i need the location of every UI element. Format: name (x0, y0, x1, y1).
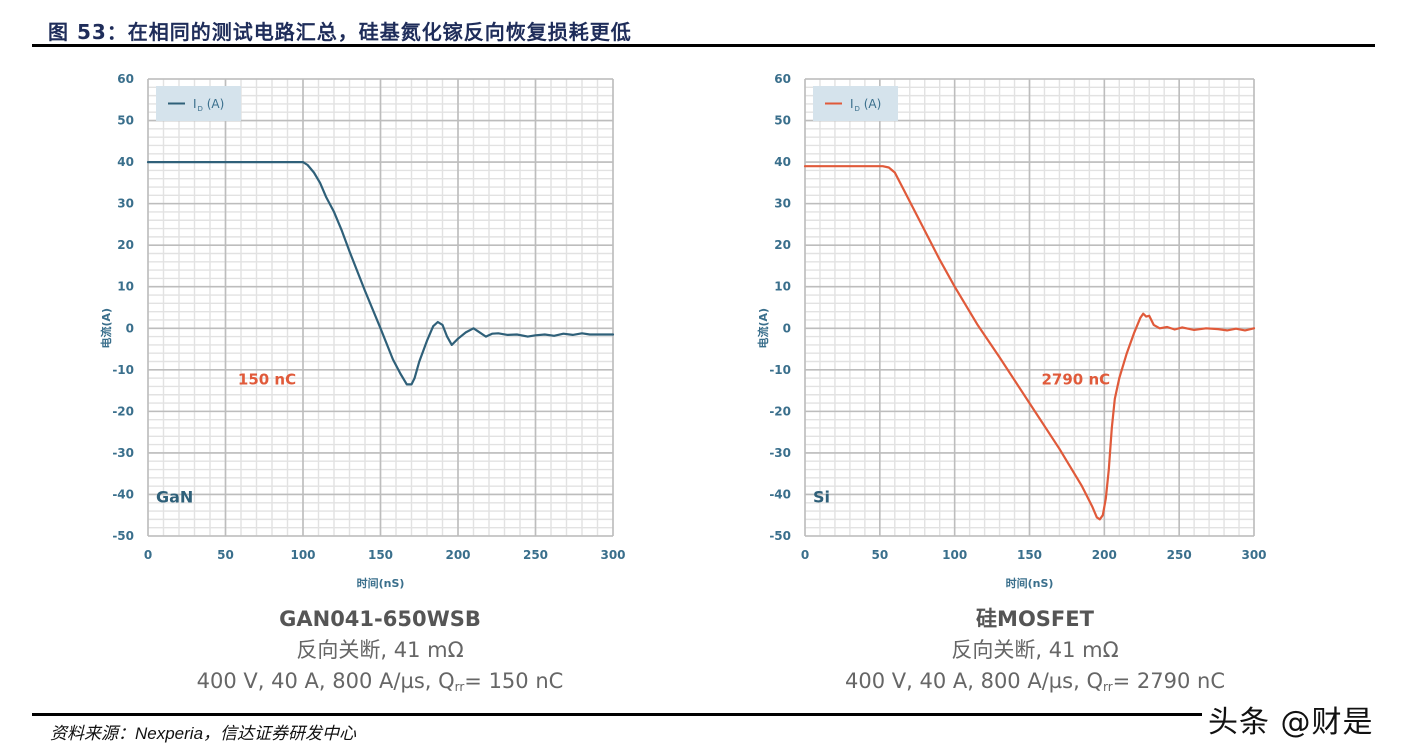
device-label: GaN (156, 487, 193, 506)
y-tick-label: 20 (117, 238, 134, 252)
x-tick-label: 200 (445, 548, 470, 562)
y-tick-label: 0 (783, 321, 791, 335)
qrr-annotation: 2790 nC (1041, 370, 1110, 388)
gan-caption: GAN041-650WSB 反向关断, 41 mΩ 400 V, 40 A, 8… (180, 604, 580, 703)
x-tick-label: 0 (801, 548, 809, 562)
x-tick-label: 50 (217, 548, 234, 562)
y-tick-label: 0 (126, 321, 134, 335)
x-tick-label: 150 (1017, 548, 1042, 562)
y-tick-label: 20 (774, 238, 791, 252)
legend-label: ID (A) (193, 97, 224, 113)
x-tick-label: 100 (290, 548, 315, 562)
x-tick-label: 250 (523, 548, 548, 562)
y-tick-label: -10 (112, 363, 134, 377)
si-caption-line2: 400 V, 40 A, 800 A/µs, Qrr= 2790 nC (845, 669, 1225, 694)
y-tick-label: 30 (117, 197, 134, 211)
y-axis-label: 电流(A) (756, 308, 770, 349)
y-tick-label: -30 (769, 446, 791, 460)
gan-caption-line2: 400 V, 40 A, 800 A/µs, Qrr= 150 nC (196, 669, 564, 694)
x-axis-label: 时间(nS) (357, 576, 405, 590)
y-tick-label: 10 (774, 280, 791, 294)
si-caption-line1: 反向关断, 41 mΩ (951, 638, 1119, 662)
y-tick-label: -10 (769, 363, 791, 377)
y-tick-label: 60 (117, 72, 134, 86)
y-tick-label: 40 (774, 155, 791, 169)
legend: ID (A) (156, 86, 241, 121)
x-tick-label: 50 (871, 548, 888, 562)
x-tick-label: 0 (144, 548, 152, 562)
source-note: 资料来源：Nexperia，信达证券研发中心 (50, 724, 357, 744)
y-tick-label: 60 (774, 72, 791, 86)
x-tick-label: 200 (1092, 548, 1117, 562)
x-tick-label: 300 (600, 548, 625, 562)
source-rule (32, 713, 1202, 716)
legend-label: ID (A) (850, 97, 881, 113)
y-tick-label: -40 (112, 487, 134, 501)
y-tick-label: -20 (112, 404, 134, 418)
y-tick-label: 50 (774, 114, 791, 128)
y-tick-label: -20 (769, 404, 791, 418)
legend: ID (A) (813, 86, 898, 121)
device-label: Si (813, 487, 830, 506)
x-tick-label: 300 (1241, 548, 1266, 562)
si-caption: 硅MOSFET 反向关断, 41 mΩ 400 V, 40 A, 800 A/µ… (835, 604, 1235, 703)
y-axis-label: 电流(A) (99, 308, 113, 349)
y-tick-label: -30 (112, 446, 134, 460)
qrr-annotation: 150 nC (238, 370, 296, 388)
y-tick-label: -50 (769, 529, 791, 543)
y-tick-label: -50 (112, 529, 134, 543)
series-line (146, 161, 615, 386)
y-tick-label: 30 (774, 197, 791, 211)
series-line (803, 165, 1256, 521)
y-tick-label: 50 (117, 114, 134, 128)
plot-area (147, 78, 614, 537)
y-tick-label: 40 (117, 155, 134, 169)
y-tick-label: 10 (117, 280, 134, 294)
y-tick-label: -40 (769, 487, 791, 501)
x-axis-label: 时间(nS) (1006, 576, 1054, 590)
x-tick-label: 250 (1167, 548, 1192, 562)
plot-area (804, 78, 1255, 537)
gan-device-name: GAN041-650WSB (279, 607, 481, 631)
figure-title: 图 53：在相同的测试电路汇总，硅基氮化镓反向恢复损耗更低 (48, 20, 632, 44)
watermark: 头条 @财是 (1208, 705, 1374, 740)
gan-caption-line1: 反向关断, 41 mΩ (296, 638, 464, 662)
x-tick-label: 150 (368, 548, 393, 562)
title-rule (32, 44, 1375, 47)
x-tick-label: 100 (942, 548, 967, 562)
si-device-name: 硅MOSFET (976, 607, 1094, 631)
